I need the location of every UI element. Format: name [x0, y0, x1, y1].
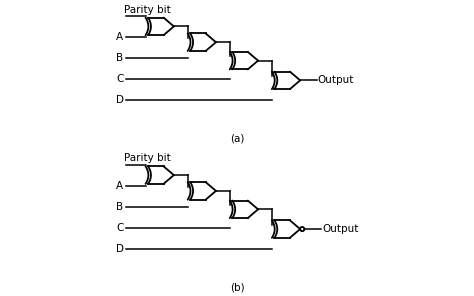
Text: (b): (b) [230, 282, 244, 292]
Text: D: D [116, 244, 124, 254]
Text: Output: Output [318, 75, 354, 85]
Text: D: D [116, 95, 124, 105]
Text: B: B [117, 202, 124, 212]
Text: (a): (a) [230, 134, 244, 144]
Text: A: A [117, 181, 124, 191]
Text: C: C [116, 223, 124, 233]
Text: Parity bit: Parity bit [124, 5, 170, 15]
Text: C: C [116, 74, 124, 84]
Text: B: B [117, 53, 124, 63]
Text: Parity bit: Parity bit [124, 153, 170, 163]
Text: Output: Output [322, 224, 358, 234]
Text: A: A [117, 32, 124, 42]
